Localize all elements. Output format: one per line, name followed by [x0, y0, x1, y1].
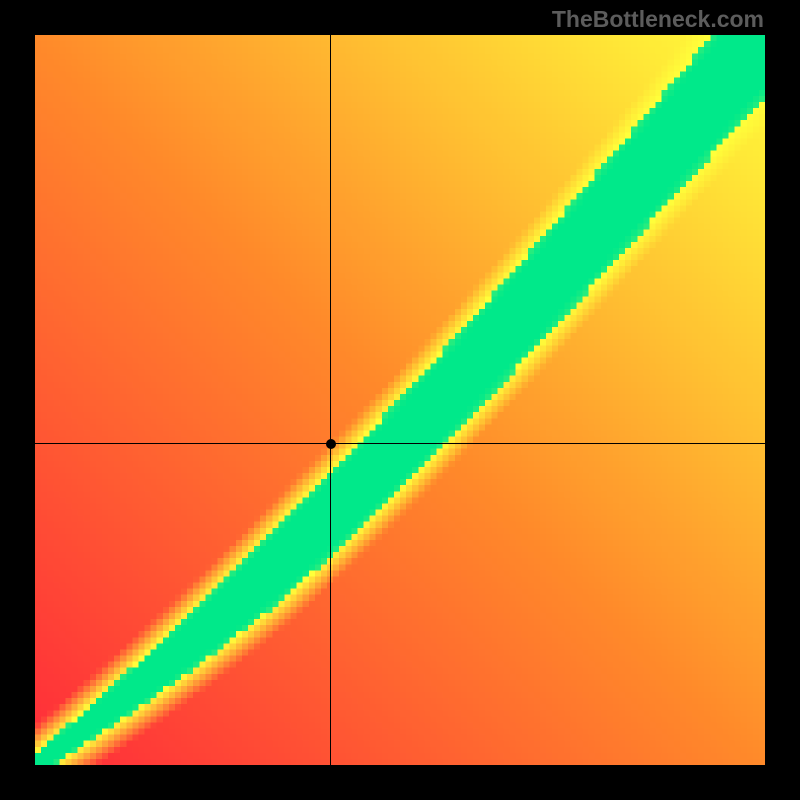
crosshair-marker — [326, 439, 336, 449]
watermark-text: TheBottleneck.com — [552, 6, 764, 33]
crosshair-vertical — [330, 35, 331, 765]
chart-container: TheBottleneck.com — [0, 0, 800, 800]
bottleneck-heatmap — [35, 35, 765, 765]
crosshair-horizontal — [35, 443, 765, 444]
